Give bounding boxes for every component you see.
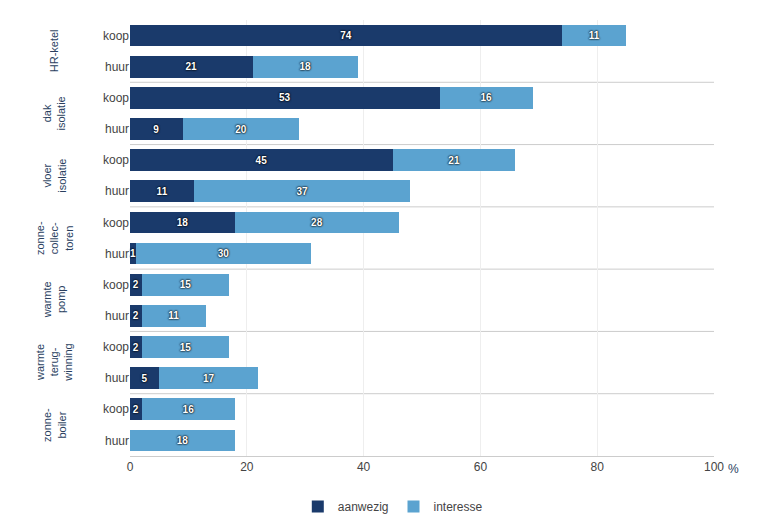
svg-text:11: 11 — [589, 30, 600, 41]
svg-text:21: 21 — [448, 155, 460, 166]
svg-text:vloerisolatie: vloerisolatie — [41, 159, 67, 193]
svg-text:20: 20 — [235, 124, 247, 135]
svg-text:21: 21 — [186, 61, 198, 72]
svg-text:dakisolatie: dakisolatie — [41, 96, 67, 130]
svg-text:huur: huur — [105, 371, 129, 385]
svg-text:17: 17 — [203, 373, 215, 384]
svg-text:74: 74 — [340, 30, 352, 41]
svg-text:18: 18 — [177, 217, 189, 228]
svg-text:aanwezig: aanwezig — [338, 500, 389, 514]
svg-text:45: 45 — [256, 155, 268, 166]
svg-text:2: 2 — [133, 310, 139, 321]
svg-text:5: 5 — [142, 373, 148, 384]
svg-text:28: 28 — [311, 217, 323, 228]
svg-text:2: 2 — [133, 404, 139, 415]
svg-text:zonne-boiler: zonne-boiler — [41, 408, 67, 442]
svg-text:huur: huur — [105, 247, 129, 261]
svg-text:koop: koop — [103, 91, 129, 105]
svg-text:huur: huur — [105, 434, 129, 448]
svg-text:huur: huur — [105, 184, 129, 198]
svg-text:1: 1 — [130, 248, 136, 259]
svg-text:15: 15 — [180, 342, 192, 353]
svg-text:koop: koop — [103, 29, 129, 43]
svg-text:%: % — [728, 462, 739, 476]
svg-text:18: 18 — [299, 61, 311, 72]
svg-text:huur: huur — [105, 309, 129, 323]
svg-text:HR-ketel: HR-ketel — [48, 29, 60, 72]
svg-text:koop: koop — [103, 153, 129, 167]
svg-text:warmtepomp: warmtepomp — [41, 281, 67, 318]
svg-text:koop: koop — [103, 216, 129, 230]
svg-text:16: 16 — [480, 92, 492, 103]
svg-text:53: 53 — [279, 92, 291, 103]
svg-text:15: 15 — [180, 279, 192, 290]
svg-text:11: 11 — [157, 186, 168, 197]
svg-text:37: 37 — [296, 186, 308, 197]
svg-text:60: 60 — [474, 460, 488, 474]
svg-text:2: 2 — [133, 279, 139, 290]
svg-text:18: 18 — [177, 435, 189, 446]
svg-text:11: 11 — [168, 310, 179, 321]
svg-text:20: 20 — [240, 460, 254, 474]
svg-text:koop: koop — [103, 278, 129, 292]
svg-text:huur: huur — [105, 60, 129, 74]
svg-text:16: 16 — [183, 404, 195, 415]
svg-text:2: 2 — [133, 342, 139, 353]
svg-text:koop: koop — [103, 340, 129, 354]
svg-text:100: 100 — [704, 460, 724, 474]
svg-text:30: 30 — [218, 248, 230, 259]
svg-text:40: 40 — [357, 460, 371, 474]
svg-text:zonne-collec-toren: zonne-collec-toren — [34, 221, 75, 255]
svg-text:warmteterug-winning: warmteterug-winning — [34, 343, 75, 381]
svg-text:interesse: interesse — [434, 500, 483, 514]
svg-text:0: 0 — [127, 460, 134, 474]
svg-text:80: 80 — [591, 460, 605, 474]
svg-text:9: 9 — [153, 124, 159, 135]
svg-text:koop: koop — [103, 402, 129, 416]
svg-text:huur: huur — [105, 122, 129, 136]
